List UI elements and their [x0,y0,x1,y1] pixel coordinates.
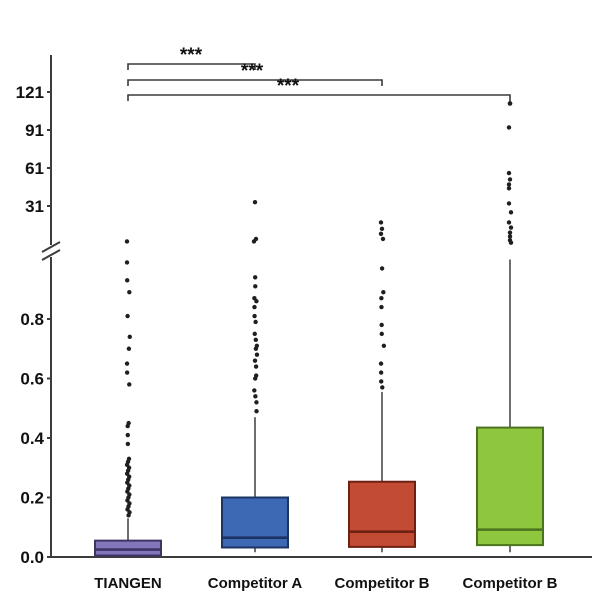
outlier-dot [379,226,385,231]
outlier-dot [254,343,260,348]
outlier-dot [127,290,132,295]
outlier-dot [252,275,258,280]
outlier-dot [506,186,512,191]
outlier-dot [124,361,130,366]
outlier-dot [125,313,130,319]
outlier-dot [507,230,513,235]
outlier-dot [124,239,130,244]
outlier-dot [379,304,384,310]
y-tick-label: 0.6 [20,370,44,389]
outlier-dot [126,420,131,426]
y-tick-label: 0.4 [20,429,44,448]
axis-break-icon [41,249,61,261]
outlier-dot [252,358,258,363]
outlier-dot [126,346,132,351]
outlier-dot [125,432,130,438]
outlier-dot [381,343,387,348]
outlier-dot [253,373,259,378]
significance-bracket [127,94,511,102]
outlier-dot [380,385,385,390]
outlier-dot [125,278,130,283]
outlier-dot [124,370,130,375]
outlier-dot [253,319,258,325]
y-tick-label: 91 [25,121,44,140]
outlier-dot [378,370,384,375]
x-tick-label: Competitor B [463,575,558,592]
outlier-dot [380,236,386,242]
y-tick-label: 0.2 [20,489,44,508]
outlier-dot [253,394,258,399]
outlier-dot [508,225,514,230]
outlier-dot [507,177,513,182]
outlier-dot [378,220,384,225]
significance-bracket [127,79,383,86]
outlier-dot [254,352,260,357]
y-tick-label: 61 [25,159,44,178]
outlier-dot [379,295,384,301]
y-tick-label: 121 [16,83,44,102]
outlier-dot [378,361,384,366]
outlier-dot [253,284,258,289]
x-tick-label: TIANGEN [94,575,162,592]
outlier-dot [252,304,257,310]
outlier-dot [508,210,514,215]
outlier-dot [507,234,513,239]
y-tick-label: 31 [25,197,44,216]
outlier-dot [506,220,512,225]
outlier-dot [252,200,258,205]
outlier-dot [253,337,259,343]
outlier-dot [381,290,386,295]
significance-label: *** [241,61,264,82]
outlier-dot [127,382,132,387]
outlier-dot [379,322,384,328]
outlier-dot [252,313,257,319]
significance-label: *** [180,45,203,66]
outlier-dot [254,400,259,405]
axis-break-icon [41,241,61,253]
outlier-dot [252,331,257,337]
outlier-dot [124,260,130,265]
outlier-dot [507,238,513,243]
box-3 [476,426,544,547]
box-2 [348,480,416,548]
y-tick-label: 0.8 [20,310,44,329]
outlier-dot [252,388,257,393]
outlier-dot [126,456,132,462]
significance-bracket [127,63,256,70]
significance-label: *** [277,76,300,97]
box-1 [221,496,289,549]
x-tick-label: Competitor B [335,575,430,592]
outlier-dot [127,334,132,340]
outlier-dot [506,182,512,187]
significance-bracket-tip [507,101,513,106]
outlier-dot [125,441,131,447]
outlier-dot [506,170,512,176]
outlier-dot [506,125,512,130]
outlier-dot [253,236,259,242]
outlier-dot [379,331,384,337]
y-tick-label: 0.0 [20,548,44,567]
outlier-dot [378,231,384,237]
outlier-dot [379,379,384,384]
outlier-dot [379,266,385,271]
outlier-dot [254,409,259,414]
outlier-dot [252,295,257,301]
x-tick-label: Competitor A [208,575,303,592]
outlier-dot [506,201,512,206]
outlier-dot [253,364,259,369]
box-0 [94,539,162,557]
